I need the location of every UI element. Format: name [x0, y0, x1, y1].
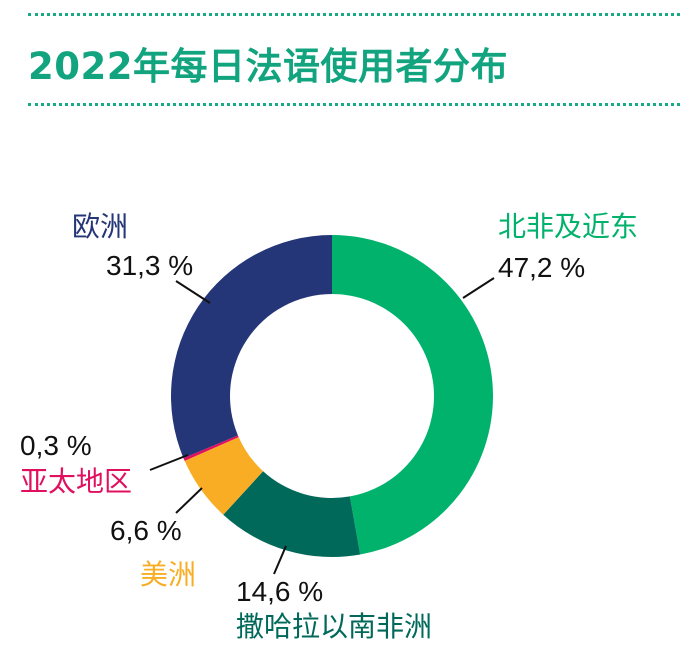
leader-line-europe: [175, 280, 211, 304]
category-label-europe: 欧洲: [72, 210, 128, 243]
slice-labels: 北非及近东 47,2 % 14,6 % 撒哈拉以南非洲 6,6 % 美洲 0,3…: [20, 210, 638, 643]
leader-lines: [149, 277, 495, 575]
category-label-asia-pacific: 亚太地区: [20, 465, 132, 498]
slice-sub-saharan-africa: [223, 471, 361, 557]
value-label-sub-saharan-africa: 14,6 %: [236, 576, 323, 607]
leader-line-sub-saharan-africa: [273, 545, 287, 575]
value-label-americas: 6,6 %: [110, 515, 182, 546]
value-label-north-africa-near-east: 47,2 %: [498, 252, 585, 283]
value-label-asia-pacific: 0,3 %: [20, 430, 92, 461]
leader-line-asia-pacific: [149, 454, 189, 471]
category-label-americas: 美洲: [140, 558, 196, 591]
donut-slices: [171, 235, 493, 557]
category-label-sub-saharan-africa: 撒哈拉以南非洲: [236, 610, 432, 643]
leader-line-americas: [175, 487, 203, 514]
slice-north-africa-near-east: [332, 235, 493, 555]
slice-asia-pacific: [183, 435, 239, 461]
value-label-europe: 31,3 %: [106, 250, 193, 281]
leader-line-north-africa-near-east: [462, 277, 495, 299]
category-label-north-africa-near-east: 北非及近东: [498, 210, 638, 243]
top-dotted-rule: [28, 13, 680, 16]
chart-title: 2022年每日法语使用者分布: [28, 45, 508, 88]
slice-americas: [184, 437, 264, 515]
slice-europe: [171, 235, 332, 459]
bottom-dotted-rule: [28, 103, 680, 106]
